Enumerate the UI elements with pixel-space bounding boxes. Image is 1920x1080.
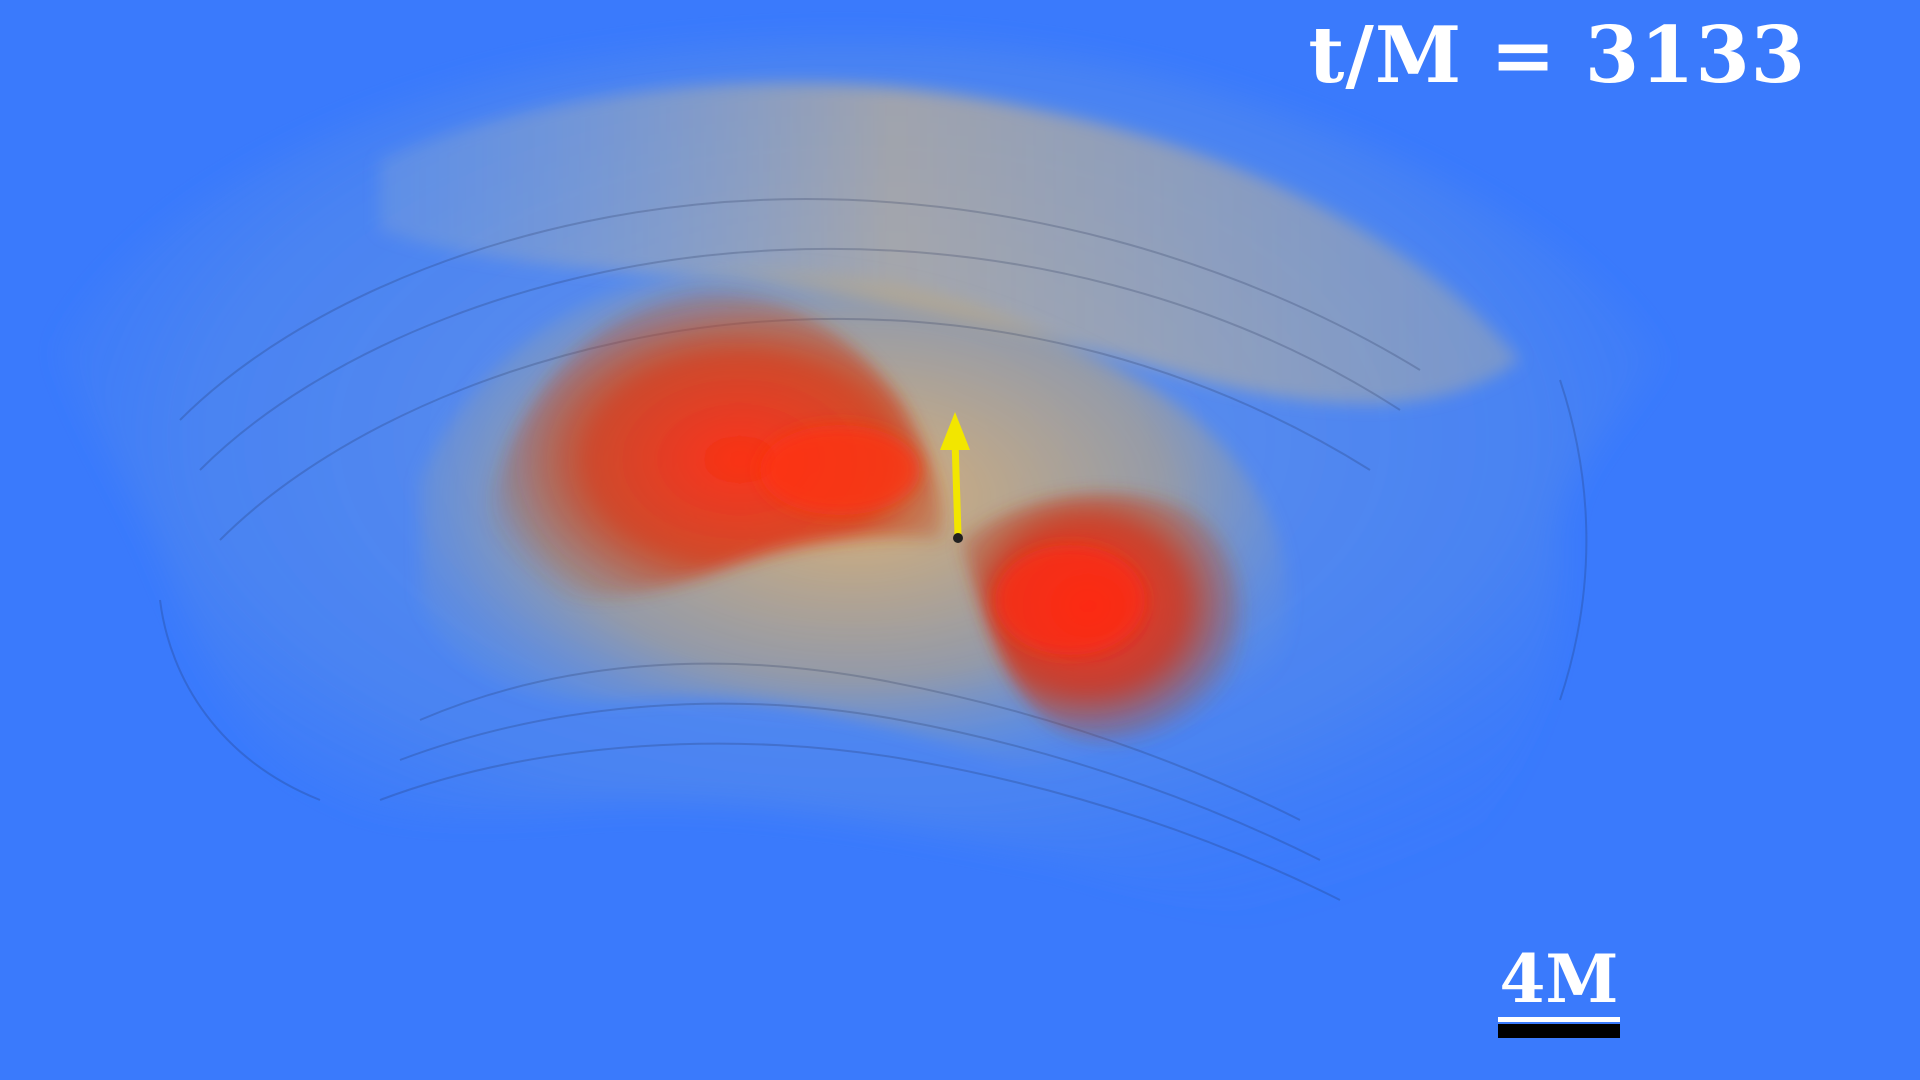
arrow-up-icon (940, 412, 970, 536)
black-hole-center (953, 533, 963, 543)
core-highlight-left (760, 425, 920, 515)
scale-underline (1498, 1017, 1620, 1022)
scale-bar: 4M (1498, 944, 1620, 1038)
core-highlight-right (995, 545, 1145, 655)
time-label: t/M = 3133 (1308, 10, 1806, 101)
contour-lines (159, 198, 1588, 901)
upper-lobe (380, 82, 1520, 404)
scale-label: 4M (1499, 940, 1619, 1018)
core-lobe-left (491, 290, 943, 599)
scale-bar-block (1498, 1024, 1620, 1038)
